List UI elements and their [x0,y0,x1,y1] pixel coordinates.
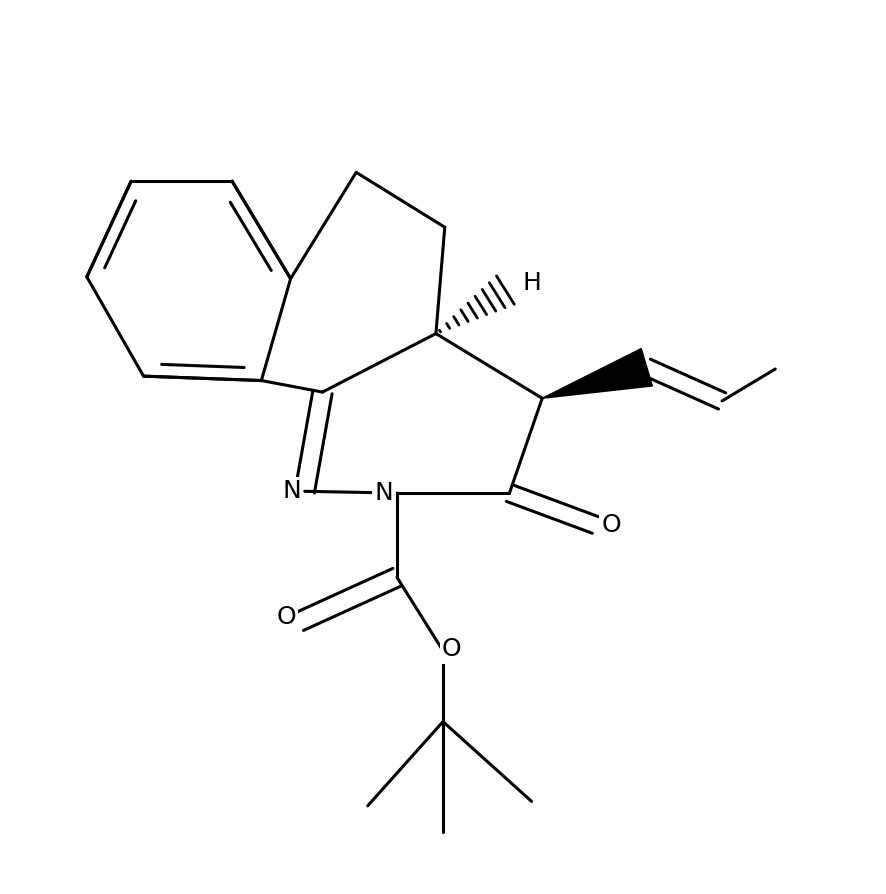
Text: O: O [602,513,621,537]
Text: H: H [522,271,541,295]
Polygon shape [542,349,652,398]
Text: N: N [374,481,393,505]
Text: O: O [276,605,296,629]
Text: N: N [282,479,301,503]
Text: O: O [442,637,462,661]
